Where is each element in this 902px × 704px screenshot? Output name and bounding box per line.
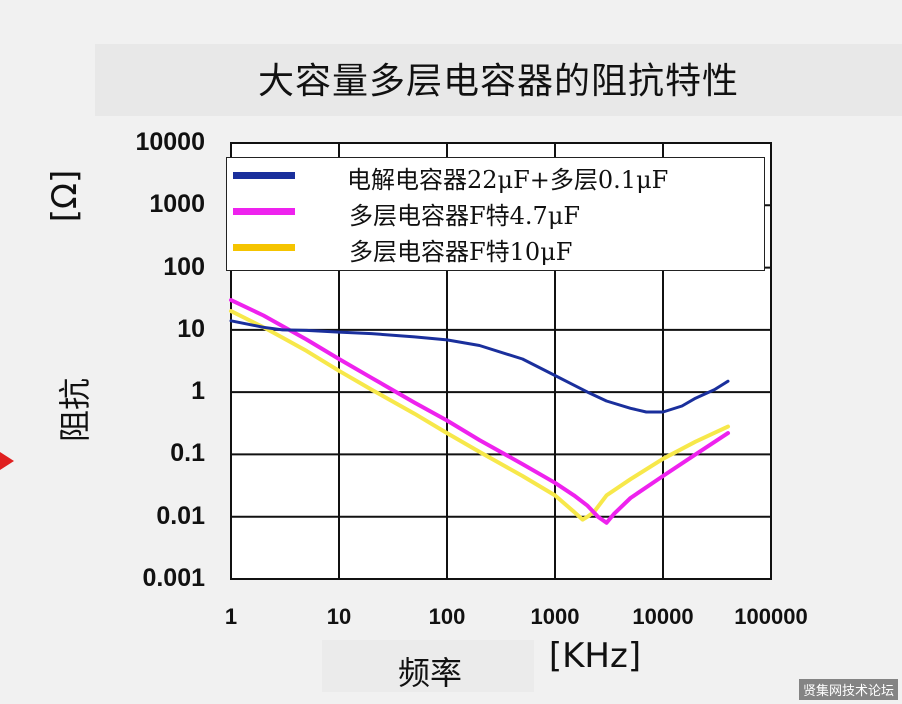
y-tick-label: 0.001 xyxy=(142,564,205,592)
x-tick-label: 1000 xyxy=(530,604,580,629)
legend: 电解电容器22μF+多层0.1μF 多层电容器F特4.7μF 多层电容器F特10… xyxy=(226,157,765,271)
legend-label-3: 多层电容器F特10μF xyxy=(349,238,573,266)
title-band xyxy=(95,44,902,116)
y-tick-label: 0.01 xyxy=(156,501,205,530)
x-tick-label: 10000 xyxy=(632,604,694,629)
legend-entry-1: 电解电容器22μF+多层0.1μF xyxy=(227,158,764,194)
legend-label-1: 电解电容器22μF+多层0.1μF xyxy=(347,166,669,194)
x-axis-unit: [KHz] xyxy=(548,636,642,676)
y-tick-label: 10000 xyxy=(135,128,205,156)
y-tick-label: 1000 xyxy=(149,190,205,219)
legend-swatch-1 xyxy=(233,172,295,179)
x-tick-label: 10 xyxy=(326,604,352,629)
y-axis-unit: [Ω] xyxy=(45,169,85,223)
plot-frame xyxy=(230,142,772,580)
watermark: 贤集网技术论坛 xyxy=(798,679,898,700)
legend-entry-2: 多层电容器F特4.7μF xyxy=(227,194,764,230)
x-tick-label: 1 xyxy=(224,604,238,629)
legend-swatch-2 xyxy=(233,208,295,215)
x-tick-label: 100000 xyxy=(734,604,808,629)
series-line-1 xyxy=(229,319,730,414)
x-axis-label: 频率 xyxy=(397,654,462,692)
series-line-2 xyxy=(229,298,730,525)
y-tick-label: 10 xyxy=(177,314,205,343)
x-label-band xyxy=(322,640,534,692)
series-line-3 xyxy=(229,309,730,522)
y-axis-label: 阻抗 xyxy=(56,378,94,443)
x-tick-label: 100 xyxy=(428,604,466,629)
legend-entry-3: 多层电容器F特10μF xyxy=(227,230,764,266)
y-tick-label: 1 xyxy=(191,377,205,406)
chart-title: 大容量多层电容器的阻抗特性 xyxy=(257,61,739,102)
y-tick-label: 100 xyxy=(163,252,205,281)
pointer-arrow-icon xyxy=(0,452,14,470)
y-tick-label: 0.1 xyxy=(170,439,205,468)
legend-swatch-3 xyxy=(233,244,295,251)
legend-label-2: 多层电容器F特4.7μF xyxy=(349,202,581,230)
